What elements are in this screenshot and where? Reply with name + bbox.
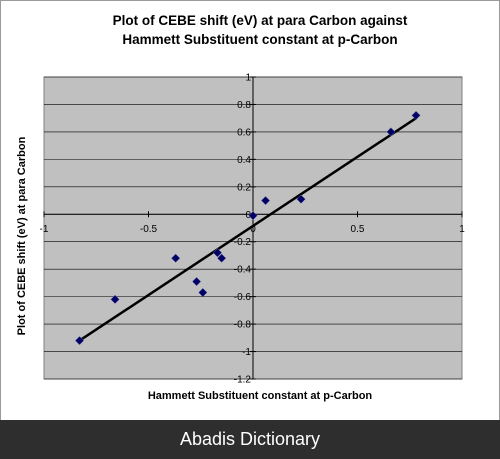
- y-tick-label: 0.6: [237, 127, 251, 138]
- data-point: [248, 211, 258, 221]
- chart-title: Plot of CEBE shift (eV) at para Carbon a…: [40, 11, 480, 49]
- data-point: [198, 287, 208, 298]
- data-point: [192, 276, 202, 287]
- y-tick-label: 0: [245, 210, 251, 221]
- chart-title-line-2: Hammett Substituent constant at p-Carbon: [122, 32, 398, 47]
- y-axis-label: Plot of CEBE shift (eV) at para Carbon: [16, 136, 28, 336]
- data-point: [217, 253, 227, 263]
- data-point: [171, 253, 181, 263]
- data-point: [212, 248, 223, 258]
- x-tick-label: 0: [250, 224, 256, 235]
- y-tick-label: -0.4: [234, 265, 252, 276]
- data-point: [296, 194, 306, 204]
- y-tick-label: -0.2: [234, 237, 252, 248]
- x-tick-label: -0.5: [140, 224, 158, 235]
- y-tick-label: 0.2: [237, 182, 251, 193]
- data-point: [260, 195, 271, 206]
- scatter-chart: 1 0.8 0.6 0.4 0.2 0 -0.2 -0.4 -0.6 -0.8 -1 -1.2 -1 -0…: [40, 73, 466, 386]
- y-tick-label: -1: [242, 347, 251, 358]
- y-tick-label: 0.8: [237, 100, 251, 111]
- y-tick-label: -0.6: [234, 292, 252, 303]
- footer-banner: Abadis Dictionary: [0, 420, 500, 459]
- data-point: [411, 110, 421, 120]
- y-tick-label: 1: [245, 73, 251, 84]
- x-tick-label: 1: [459, 224, 465, 235]
- y-tick-label: -0.8: [234, 320, 252, 331]
- y-tick-label: 0.4: [237, 155, 251, 166]
- data-point: [110, 294, 120, 304]
- trendline: [78, 117, 417, 342]
- x-tick-label: -1: [40, 224, 49, 235]
- data-point: [74, 336, 85, 346]
- data-point: [386, 127, 396, 137]
- y-tick-label: -1.2: [234, 375, 252, 386]
- x-tick-label: 0.5: [351, 224, 365, 235]
- x-axis-label: Hammett Substituent constant at p-Carbon: [147, 390, 373, 402]
- chart-title-line-1: Plot of CEBE shift (eV) at para Carbon a…: [112, 13, 408, 28]
